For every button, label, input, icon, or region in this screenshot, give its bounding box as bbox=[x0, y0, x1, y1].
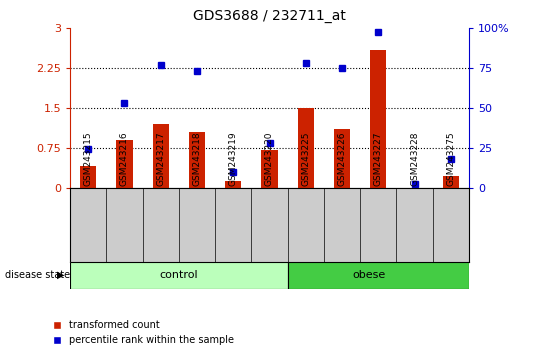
Bar bbox=[334, 129, 350, 188]
Text: ▶: ▶ bbox=[57, 270, 65, 280]
Text: disease state: disease state bbox=[5, 270, 71, 280]
Text: obese: obese bbox=[353, 270, 386, 280]
Bar bbox=[261, 150, 278, 188]
Legend: transformed count, percentile rank within the sample: transformed count, percentile rank withi… bbox=[48, 316, 238, 349]
Bar bbox=[443, 176, 459, 188]
Bar bbox=[370, 50, 386, 188]
Bar bbox=[116, 140, 133, 188]
Text: GDS3688 / 232711_at: GDS3688 / 232711_at bbox=[193, 9, 346, 23]
Bar bbox=[288, 262, 469, 289]
Text: control: control bbox=[160, 270, 198, 280]
Bar bbox=[70, 262, 288, 289]
Bar bbox=[153, 124, 169, 188]
Bar bbox=[225, 181, 241, 188]
Bar bbox=[80, 166, 96, 188]
Bar bbox=[298, 108, 314, 188]
Bar bbox=[189, 132, 205, 188]
